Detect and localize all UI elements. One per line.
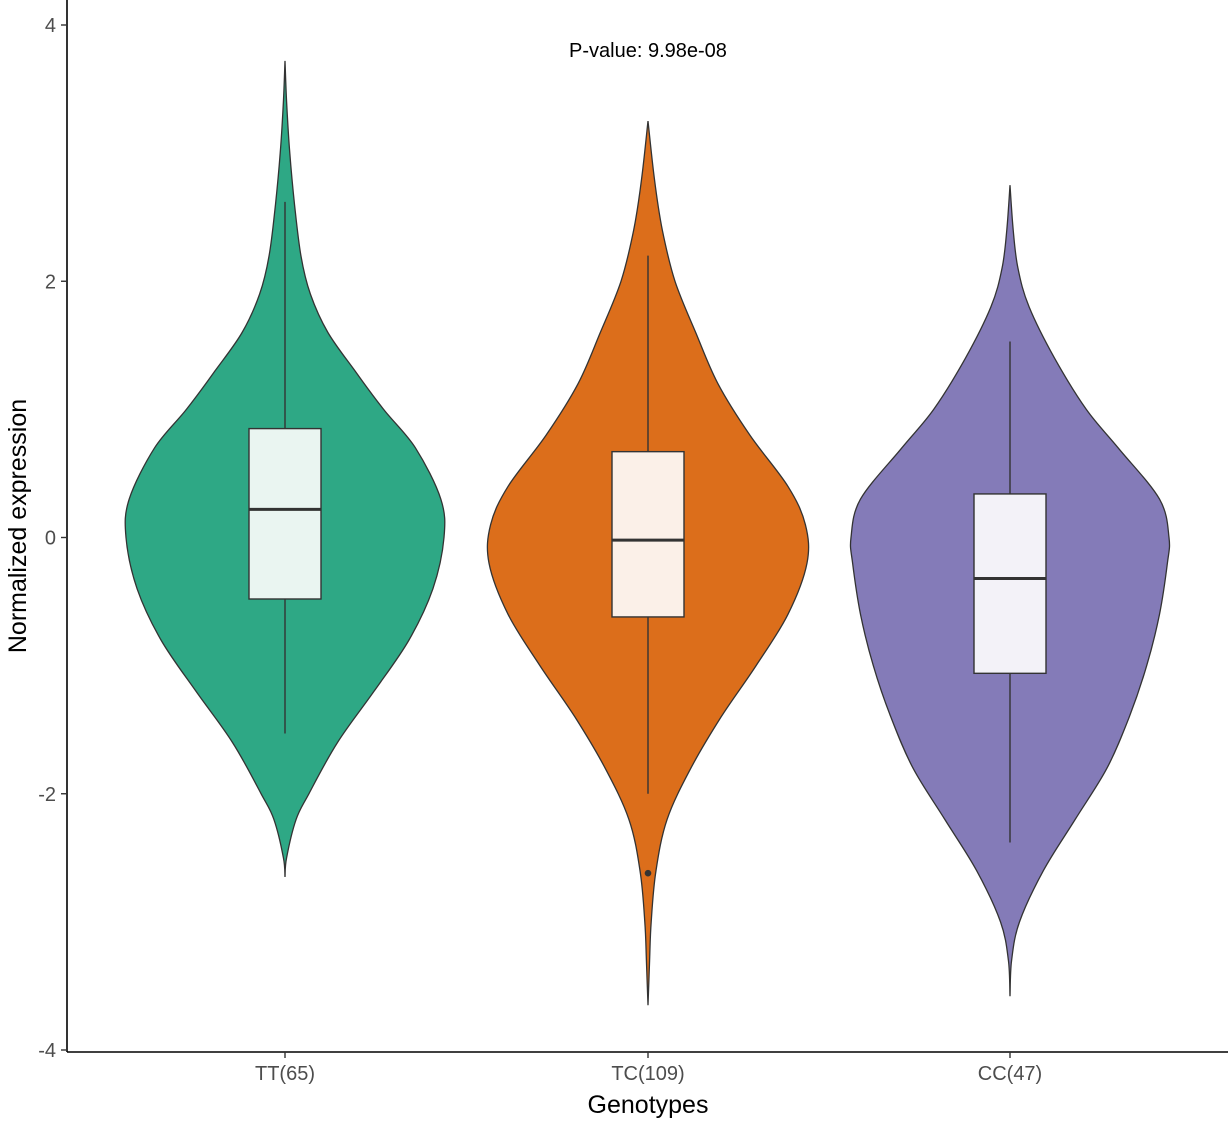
box bbox=[973, 493, 1047, 675]
y-tick-label: -2 bbox=[38, 784, 56, 806]
x-axis-title: Genotypes bbox=[588, 1091, 709, 1119]
violins-layer bbox=[124, 60, 1171, 1006]
y-tick-label: 0 bbox=[45, 528, 56, 550]
y-tick-label: 2 bbox=[45, 271, 56, 293]
y-axis-title: Normalized expression bbox=[4, 399, 32, 653]
x-tick-label: TT(65) bbox=[255, 1063, 315, 1085]
box bbox=[248, 427, 322, 600]
x-tick-label: TC(109) bbox=[611, 1063, 684, 1085]
x-tick-label: CC(47) bbox=[978, 1063, 1042, 1085]
box bbox=[611, 450, 685, 618]
p-value-annotation: P-value: 9.98e-08 bbox=[569, 40, 727, 62]
outlier-point bbox=[644, 869, 652, 877]
y-tick-label: 4 bbox=[45, 15, 56, 37]
x-axis-ticks: TT(65) TC(109) CC(47) bbox=[255, 1052, 1042, 1085]
y-axis-ticks: -4 -2 0 2 4 bbox=[38, 15, 67, 1062]
y-tick-label: -4 bbox=[38, 1040, 56, 1062]
